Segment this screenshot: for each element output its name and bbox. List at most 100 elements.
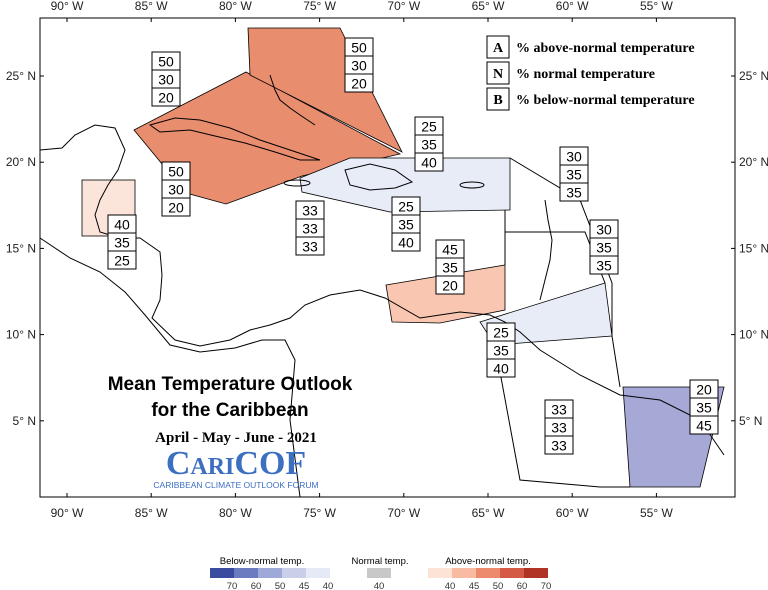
longitude-label: 70° W (387, 506, 420, 520)
probability-normal: 35 (566, 167, 582, 183)
legend-tick-label: 60 (251, 581, 262, 590)
probability-cell (295, 236, 325, 256)
island (539, 199, 553, 301)
probability-below: 33 (302, 239, 318, 255)
probability-normal: 33 (302, 221, 318, 237)
latitude-label: 15° N (6, 241, 36, 255)
probability-cell (151, 87, 181, 107)
logo: CariCOF (166, 445, 306, 482)
probability-below: 45 (696, 418, 712, 434)
latitude-label: 10° N (739, 328, 768, 342)
coastline (39, 124, 725, 456)
longitude-label: 80° W (219, 506, 252, 520)
legend-swatch (282, 568, 306, 578)
probability-normal: 30 (351, 58, 367, 74)
probability-above: 50 (168, 164, 184, 180)
probability-cell (435, 275, 465, 295)
longitude-label: 65° W (472, 506, 505, 520)
island (269, 74, 316, 126)
island (148, 117, 321, 161)
key-letter: N (493, 67, 503, 82)
legend-swatch (234, 568, 258, 578)
probability-cell (107, 250, 137, 270)
probability-normal: 30 (168, 182, 184, 198)
probability-normal: 35 (493, 343, 509, 359)
key: A % above-normal temperature N % normal tem… (486, 35, 695, 111)
probability-above: 33 (551, 402, 567, 418)
region-probabilities: 33 33 33 (544, 399, 574, 455)
region-probabilities: 50 30 20 (151, 51, 181, 107)
probability-above: 45 (442, 242, 458, 258)
longitude-label: 60° W (556, 0, 589, 13)
legend-tick-label: 50 (493, 581, 504, 590)
key-box (486, 87, 510, 111)
legend-swatch (452, 568, 476, 578)
probability-below: 35 (566, 185, 582, 201)
probability-cell (559, 182, 589, 202)
probability-above: 33 (302, 203, 318, 219)
region-probabilities: 25 35 40 (486, 322, 516, 378)
probability-above: 25 (398, 199, 414, 215)
probability-cell (391, 232, 421, 252)
island (344, 163, 414, 191)
latitude-label: 15° N (739, 241, 768, 255)
latitude-label: 10° N (6, 328, 36, 342)
region-probabilities: 33 33 33 (295, 200, 325, 256)
key-box (486, 35, 510, 59)
probability-below: 20 (168, 200, 184, 216)
probability-cell (161, 197, 191, 217)
legend-swatch (428, 568, 452, 578)
legend-tick-label: 40 (445, 581, 456, 590)
color-legend: Below-normal temp. Normal temp. Above-no… (210, 556, 551, 590)
probability-above: 30 (596, 222, 612, 238)
key-text: % below-normal temperature (516, 93, 695, 108)
probability-cell (544, 435, 574, 455)
legend-swatch (524, 568, 548, 578)
legend-tick-label: 60 (517, 581, 528, 590)
legend-swatch (306, 568, 330, 578)
probability-below: 40 (493, 361, 509, 377)
legend-tick-label: 70 (541, 581, 552, 590)
key-letter: B (493, 93, 502, 108)
probability-below: 33 (551, 438, 567, 454)
legend-tick-label: 45 (469, 581, 480, 590)
region-labels: 50 30 20 50 30 20 50 30 20 40 35 25 33 33 33 25 35 40 25 35… (107, 37, 719, 455)
legend-label: Normal temp. (351, 556, 408, 567)
region-probabilities: 30 35 35 (559, 146, 589, 202)
longitude-label: 60° W (556, 506, 589, 520)
probability-normal: 35 (696, 400, 712, 416)
probability-above: 25 (421, 119, 437, 135)
region-border (509, 157, 621, 388)
island (459, 181, 485, 189)
legend-tick-label: 70 (227, 581, 238, 590)
latitude-label: 5° N (13, 414, 36, 428)
region-probabilities: 50 30 20 (344, 37, 374, 93)
legend-label: Above-normal temp. (445, 556, 531, 567)
latitude-label: 20° N (739, 155, 768, 169)
longitude-label: 85° W (135, 506, 168, 520)
key-box (486, 61, 510, 85)
region-border (494, 344, 630, 488)
region-probabilities: 50 30 20 (161, 161, 191, 217)
probability-above: 50 (158, 54, 174, 70)
coastline (39, 237, 301, 498)
longitude-label: 65° W (472, 0, 505, 13)
probability-below: 40 (398, 235, 414, 251)
probability-below: 20 (442, 278, 458, 294)
longitude-label: 55° W (640, 0, 673, 13)
latitude-label: 20° N (6, 155, 36, 169)
longitude-label: 70° W (387, 0, 420, 13)
title: Mean Temperature Outlook (108, 374, 353, 395)
region (247, 27, 403, 153)
probability-cell (689, 415, 719, 435)
longitude-label: 55° W (640, 506, 673, 520)
legend-swatch (476, 568, 500, 578)
probability-cell (414, 152, 444, 172)
region-probabilities: 30 35 35 (589, 219, 619, 275)
probability-below: 20 (158, 90, 174, 106)
period: April - May - June - 2021 (155, 430, 317, 446)
probability-above: 50 (351, 40, 367, 56)
probability-below: 20 (351, 76, 367, 92)
longitude-label: 75° W (303, 506, 336, 520)
